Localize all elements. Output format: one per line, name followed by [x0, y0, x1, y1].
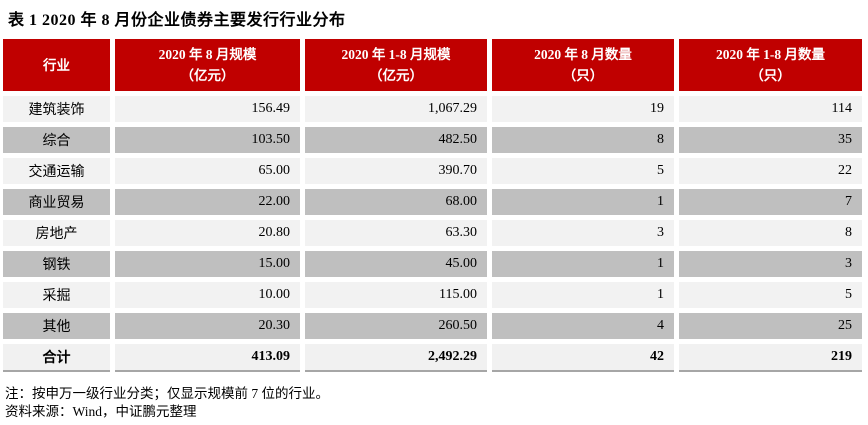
ytd-scale-value: 260.50 [305, 313, 487, 339]
industry-name: 商业贸易 [3, 189, 110, 215]
ytd-count-value: 25 [679, 313, 862, 339]
aug-count-value: 3 [492, 220, 674, 246]
table-row: 房地产 20.80 63.30 3 8 [3, 220, 862, 246]
aug-count-value: 1 [492, 282, 674, 308]
note-source: 资料来源：Wind，中证鹏元整理 [5, 404, 197, 419]
aug-count-value: 1 [492, 189, 674, 215]
aug-scale-value: 20.80 [115, 220, 300, 246]
aug-scale-value: 20.30 [115, 313, 300, 339]
report-table-page: 表 1 2020 年 8 月份企业债券主要发行行业分布 行业 2020 年 8 … [0, 6, 868, 425]
total-label: 合计 [3, 344, 110, 372]
table-footnotes: 注：按申万一级行业分类；仅显示规模前 7 位的行业。 资料来源：Wind，中证鹏… [5, 385, 868, 421]
table-row: 钢铁 15.00 45.00 1 3 [3, 251, 862, 277]
aug-scale-value: 22.00 [115, 189, 300, 215]
aug-count-value: 19 [492, 96, 674, 122]
industry-name: 建筑装饰 [3, 96, 110, 122]
aug-scale-value: 65.00 [115, 158, 300, 184]
ytd-count-value: 114 [679, 96, 862, 122]
ytd-scale-value: 482.50 [305, 127, 487, 153]
industry-name: 交通运输 [3, 158, 110, 184]
ytd-scale-value: 115.00 [305, 282, 487, 308]
ytd-scale-value: 45.00 [305, 251, 487, 277]
industry-name: 房地产 [3, 220, 110, 246]
table-row: 综合 103.50 482.50 8 35 [3, 127, 862, 153]
ytd-count-value: 5 [679, 282, 862, 308]
column-header-aug-count: 2020 年 8 月数量 （只） [492, 39, 674, 91]
aug-count-value: 5 [492, 158, 674, 184]
industry-name: 综合 [3, 127, 110, 153]
ytd-scale-value: 390.70 [305, 158, 487, 184]
total-ytd-scale: 2,492.29 [305, 344, 487, 372]
column-header-industry: 行业 [3, 39, 110, 91]
aug-count-value: 8 [492, 127, 674, 153]
table-header-row: 行业 2020 年 8 月规模 （亿元） 2020 年 1-8 月规模 （亿元）… [3, 39, 862, 91]
total-ytd-count: 219 [679, 344, 862, 372]
ytd-count-value: 8 [679, 220, 862, 246]
table-row: 建筑装饰 156.49 1,067.29 19 114 [3, 96, 862, 122]
ytd-scale-value: 63.30 [305, 220, 487, 246]
aug-scale-value: 156.49 [115, 96, 300, 122]
industry-name: 其他 [3, 313, 110, 339]
total-aug-scale: 413.09 [115, 344, 300, 372]
column-header-ytd-scale: 2020 年 1-8 月规模 （亿元） [305, 39, 487, 91]
ytd-count-value: 22 [679, 158, 862, 184]
total-aug-count: 42 [492, 344, 674, 372]
ytd-count-value: 7 [679, 189, 862, 215]
aug-count-value: 1 [492, 251, 674, 277]
table-total-row: 合计 413.09 2,492.29 42 219 [3, 344, 862, 372]
aug-scale-value: 10.00 [115, 282, 300, 308]
ytd-scale-value: 68.00 [305, 189, 487, 215]
page-title: 表 1 2020 年 8 月份企业债券主要发行行业分布 [8, 12, 346, 29]
note-classification: 注：按申万一级行业分类；仅显示规模前 7 位的行业。 [5, 386, 329, 401]
table-row: 其他 20.30 260.50 4 25 [3, 313, 862, 339]
bond-issuance-table: 行业 2020 年 8 月规模 （亿元） 2020 年 1-8 月规模 （亿元）… [0, 34, 867, 377]
table-row: 商业贸易 22.00 68.00 1 7 [3, 189, 862, 215]
aug-scale-value: 15.00 [115, 251, 300, 277]
ytd-scale-value: 1,067.29 [305, 96, 487, 122]
ytd-count-value: 3 [679, 251, 862, 277]
table-row: 采掘 10.00 115.00 1 5 [3, 282, 862, 308]
aug-count-value: 4 [492, 313, 674, 339]
industry-name: 采掘 [3, 282, 110, 308]
aug-scale-value: 103.50 [115, 127, 300, 153]
column-header-ytd-count: 2020 年 1-8 月数量 （只） [679, 39, 862, 91]
column-header-aug-scale: 2020 年 8 月规模 （亿元） [115, 39, 300, 91]
table-row: 交通运输 65.00 390.70 5 22 [3, 158, 862, 184]
industry-name: 钢铁 [3, 251, 110, 277]
ytd-count-value: 35 [679, 127, 862, 153]
